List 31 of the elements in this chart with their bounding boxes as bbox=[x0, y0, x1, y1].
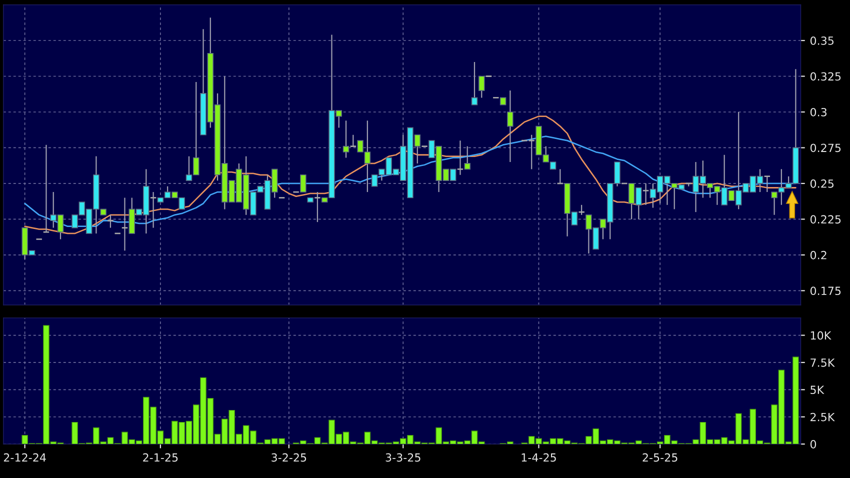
y-tick-label: 0.3 bbox=[810, 108, 827, 116]
candlestick bbox=[350, 134, 357, 147]
x-tick-label: 2-1-25 bbox=[143, 453, 178, 462]
candlestick bbox=[121, 197, 128, 252]
y-tick-label: 0.325 bbox=[810, 72, 841, 81]
y-tick-label: 7.5K bbox=[810, 358, 835, 367]
x-tick-label: 2-5-25 bbox=[642, 453, 678, 462]
y-tick-label: 0 bbox=[810, 440, 816, 448]
y-tick-label: 10K bbox=[810, 331, 832, 340]
candlestick bbox=[507, 90, 514, 163]
candlestick bbox=[471, 61, 478, 106]
x-tick-label: 1-4-25 bbox=[522, 453, 556, 462]
candlestick bbox=[150, 191, 157, 228]
candlestick bbox=[106, 214, 114, 228]
y-tick-label: 0.25 bbox=[810, 179, 834, 188]
candlestick bbox=[314, 191, 322, 223]
candlestick bbox=[300, 174, 306, 192]
candlestick bbox=[764, 176, 771, 193]
candlestick bbox=[42, 144, 50, 233]
x-tick-label: 3-2-25 bbox=[272, 453, 306, 462]
x-tick-label: 2-12-24 bbox=[4, 453, 46, 462]
candlestick bbox=[456, 140, 464, 176]
y-tick-label: 0.275 bbox=[810, 144, 841, 152]
y-tick-label: 0.225 bbox=[810, 215, 841, 224]
y-tick-label: 0.2 bbox=[810, 250, 826, 260]
y-tick-label: 0.35 bbox=[810, 36, 834, 45]
y-tick-label: 0.175 bbox=[810, 286, 841, 296]
y-tick-label: 2.5K bbox=[810, 412, 835, 422]
y-tick-label: 5K bbox=[810, 386, 824, 394]
candlestick bbox=[642, 182, 650, 206]
x-tick-label: 3-3-25 bbox=[386, 453, 420, 462]
